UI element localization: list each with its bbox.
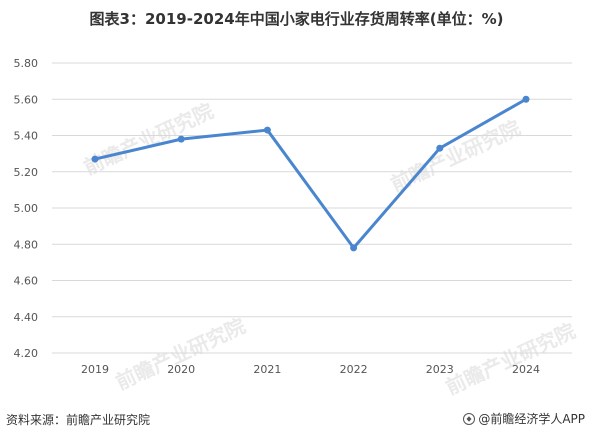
chart-title: 图表3：2019-2024年中国小家电行业存货周转率(单位：%) [89, 10, 504, 28]
y-tick-label: 5.80 [14, 57, 39, 70]
data-point [177, 135, 185, 143]
y-axis-ticks: 4.20 4.40 4.60 4.80 5.00 5.20 5.40 5.60 5.80 [14, 57, 39, 360]
y-tick-label: 4.60 [14, 275, 39, 288]
x-tick-label: 2021 [253, 363, 281, 376]
watermark-text: 前瞻产业研究院 [80, 99, 217, 180]
x-tick-label: 2022 [340, 363, 368, 376]
y-tick-label: 5.00 [14, 202, 39, 215]
data-point [263, 126, 271, 134]
data-point [91, 155, 99, 163]
x-tick-label: 2020 [167, 363, 195, 376]
brand-credit: @前瞻经济学人APP [463, 410, 585, 427]
y-tick-label: 5.40 [14, 130, 39, 143]
series-layer [91, 95, 530, 252]
x-tick-label: 2019 [81, 363, 109, 376]
data-point [350, 244, 358, 252]
y-tick-label: 5.20 [14, 166, 39, 179]
x-axis-ticks: 2019 2020 2021 2022 2023 2024 [81, 363, 540, 376]
watermark-text: 前瞻产业研究院 [442, 319, 579, 400]
x-tick-label: 2024 [512, 363, 540, 376]
source-note: 资料来源：前瞻产业研究院 [6, 413, 151, 427]
y-tick-label: 4.80 [14, 238, 39, 251]
grid-lines [52, 62, 572, 354]
series-line [93, 97, 528, 250]
y-tick-label: 4.40 [14, 311, 39, 324]
data-point [436, 144, 444, 152]
watermark-text: 前瞻产业研究院 [112, 314, 249, 395]
brand-label: @前瞻经济学人APP [478, 412, 585, 426]
brand-logo-icon [463, 412, 476, 425]
data-point [522, 95, 530, 103]
y-tick-label: 5.60 [14, 93, 39, 106]
y-tick-label: 4.20 [14, 347, 39, 360]
x-tick-label: 2023 [426, 363, 454, 376]
